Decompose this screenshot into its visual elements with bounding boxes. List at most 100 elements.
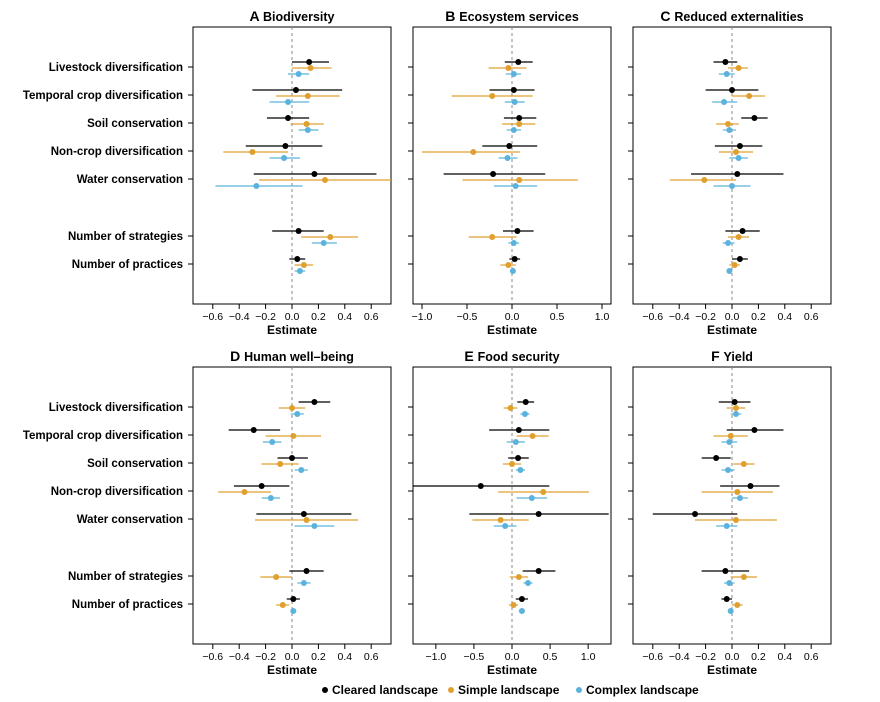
panel-title: D Human well–being	[230, 348, 354, 364]
estimate-point	[311, 523, 318, 529]
x-axis-label: Estimate	[707, 663, 757, 677]
estimate-point	[295, 228, 302, 234]
x-tick-label: 0.2	[751, 311, 766, 323]
estimate-point	[304, 127, 311, 133]
x-tick-label: 0.5	[543, 651, 558, 663]
estimate-point	[725, 467, 732, 473]
y-tick-label: Non-crop diversification	[51, 486, 183, 498]
estimate-point	[285, 115, 292, 121]
legend-marker	[448, 687, 454, 693]
panel-title: E Food security	[464, 348, 559, 364]
estimate-point	[502, 523, 509, 529]
estimate-point	[296, 268, 303, 274]
estimate-point	[516, 121, 523, 127]
estimate-point	[249, 149, 256, 155]
x-tick-label: 0.0	[725, 311, 740, 323]
estimate-point	[489, 234, 496, 240]
estimate-point	[269, 439, 276, 445]
estimate-point	[285, 99, 292, 105]
estimate-point	[713, 455, 720, 461]
estimate-point	[723, 523, 730, 529]
estimate-point	[516, 115, 523, 121]
estimate-point	[281, 155, 288, 161]
estimate-point	[517, 467, 524, 473]
estimate-point	[518, 596, 525, 602]
estimate-point	[518, 608, 525, 614]
estimate-point	[729, 183, 735, 189]
estimate-point	[509, 461, 515, 467]
x-axis-label: Estimate	[707, 323, 757, 337]
legend-label: Cleared landscape	[332, 683, 438, 697]
estimate-point	[250, 427, 257, 433]
estimate-point	[322, 177, 328, 183]
x-tick-label: 0.0	[725, 651, 740, 663]
estimate-point	[726, 127, 733, 133]
estimate-point	[736, 143, 743, 149]
estimate-point	[307, 65, 314, 71]
y-tick-label: Temporal crop diversification	[23, 430, 183, 442]
estimate-point	[311, 171, 318, 177]
x-tick-label: 0.4	[777, 311, 792, 323]
x-tick-label: −0.4	[669, 311, 690, 323]
estimate-point	[522, 399, 529, 405]
estimate-point	[507, 405, 514, 411]
legend: Cleared landscape Simple landscape Complex…	[322, 683, 699, 697]
estimate-point	[736, 256, 743, 262]
estimate-point	[277, 461, 284, 467]
estimate-point	[739, 228, 746, 234]
panel-b: B Ecosystem services −1.0 −0.5 0.0 0.5 1.0 Est…	[408, 8, 612, 337]
legend-label: Simple landscape	[458, 683, 560, 697]
estimate-point	[729, 87, 735, 93]
y-tick-label: Temporal crop diversification	[23, 90, 183, 102]
legend-marker	[322, 687, 328, 693]
estimate-point	[258, 483, 265, 489]
estimate-point	[535, 511, 542, 517]
legend-label: Complex landscape	[586, 683, 699, 697]
estimate-point	[701, 177, 708, 183]
estimate-point	[509, 268, 516, 274]
estimate-point	[490, 171, 497, 177]
estimate-point	[735, 155, 742, 161]
estimate-point	[290, 433, 297, 439]
estimate-point	[282, 143, 289, 149]
panel-d: D Human well–being −0.6 −0.4 −0.2 0.0 0.2 0.4 0…	[23, 348, 392, 677]
x-tick-label: 0.5	[550, 311, 565, 323]
x-tick-label: −0.4	[229, 311, 250, 323]
x-tick-label: −0.5	[464, 651, 485, 663]
x-tick-label: 0.6	[804, 651, 819, 663]
x-tick-label: 0.2	[751, 651, 766, 663]
x-tick-label: −1.0	[425, 651, 446, 663]
estimate-point	[734, 602, 741, 608]
estimate-point	[477, 483, 484, 489]
estimate-point	[327, 234, 334, 240]
estimate-point	[747, 483, 754, 489]
estimate-point	[725, 240, 732, 246]
estimate-point	[512, 183, 519, 189]
estimate-point	[731, 399, 738, 405]
estimate-point	[510, 87, 517, 93]
x-tick-label: 0.0	[505, 311, 520, 323]
estimate-point	[529, 433, 536, 439]
x-tick-label: −0.2	[695, 311, 716, 323]
estimate-point	[497, 517, 504, 523]
y-tick-label: Number of strategies	[68, 231, 183, 243]
estimate-point	[298, 467, 305, 473]
y-tick-label: Soil conservation	[87, 118, 183, 130]
estimate-point	[740, 461, 747, 467]
estimate-point	[524, 580, 531, 586]
estimate-point	[294, 411, 301, 417]
estimate-point	[273, 574, 280, 580]
panel-c: C Reduced externalities −0.6 −0.4 −0.2 0.0 0.…	[628, 8, 832, 337]
estimate-point	[516, 177, 523, 183]
estimate-point	[731, 262, 738, 268]
x-axis-label: Estimate	[487, 663, 537, 677]
estimate-point	[740, 574, 747, 580]
estimate-point	[727, 433, 734, 439]
x-tick-label: −0.4	[669, 651, 690, 663]
x-tick-label: −0.6	[642, 311, 663, 323]
estimate-point	[292, 87, 299, 93]
estimate-point	[692, 511, 699, 517]
estimate-point	[289, 405, 295, 411]
x-tick-label: 0.4	[777, 651, 792, 663]
estimate-point	[289, 455, 295, 461]
